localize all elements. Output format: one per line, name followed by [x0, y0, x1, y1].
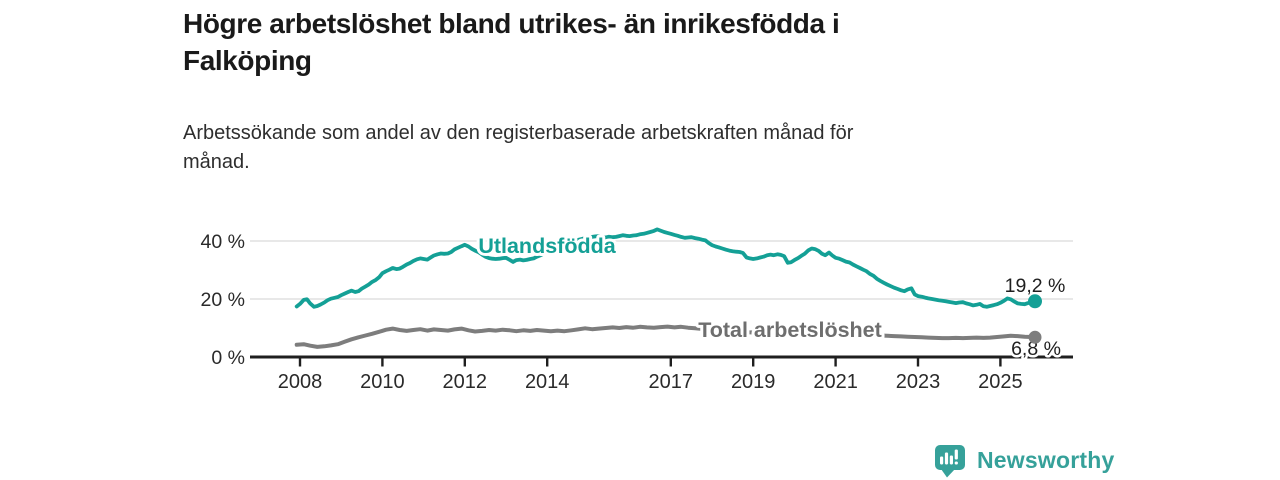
series-label-utlandsfodda: Utlandsfödda — [478, 234, 616, 258]
series-line-total — [294, 324, 1037, 349]
end-value-label-total: 6,8 % — [1011, 338, 1061, 360]
newsworthy-logo-icon — [935, 445, 965, 478]
end-dot-utlandsfodda — [1028, 294, 1042, 309]
newsworthy-logo: Newsworthy — [931, 442, 1114, 478]
x-tick-label-2010: 2010 — [360, 371, 405, 393]
newsworthy-logo-text: Newsworthy — [977, 446, 1115, 473]
end-dot-total — [1028, 330, 1042, 344]
y-tick-label-0: 0 % — [211, 347, 245, 369]
page-title: Högre arbetslöshet bland utrikes- än inr… — [183, 5, 840, 79]
end-value-label-utlandsfodda: 19,2 % — [1005, 275, 1066, 297]
page-title-line1: Högre arbetslöshet bland utrikes- än inr… — [183, 8, 840, 39]
x-tick-label-2008: 2008 — [278, 371, 323, 393]
x-tick-label-2014: 2014 — [525, 371, 570, 393]
x-tick-label-2017: 2017 — [649, 371, 694, 393]
chart-subtitle: Arbetssökande som andel av den registerb… — [183, 119, 853, 177]
page-title-line2: Falköping — [183, 45, 312, 76]
chart-subtitle-line2: månad. — [183, 151, 250, 173]
x-tick-label-2012: 2012 — [443, 371, 488, 393]
x-tick-label-2023: 2023 — [896, 371, 941, 393]
y-tick-label-20: 20 % — [201, 289, 245, 311]
logo-bars-exclamation-icon — [940, 449, 958, 465]
y-tick-label-40: 40 % — [201, 231, 245, 253]
logo-bubble-tail — [941, 469, 955, 478]
x-tick-label-2021: 2021 — [813, 371, 858, 393]
x-tick-label-2019: 2019 — [731, 371, 776, 393]
x-tick-label-2025: 2025 — [978, 371, 1023, 393]
chart-subtitle-line1: Arbetssökande som andel av den registerb… — [183, 122, 854, 144]
series-line-utlandsfodda — [294, 227, 1037, 309]
series-label-total: Total arbetslöshet — [698, 318, 882, 342]
